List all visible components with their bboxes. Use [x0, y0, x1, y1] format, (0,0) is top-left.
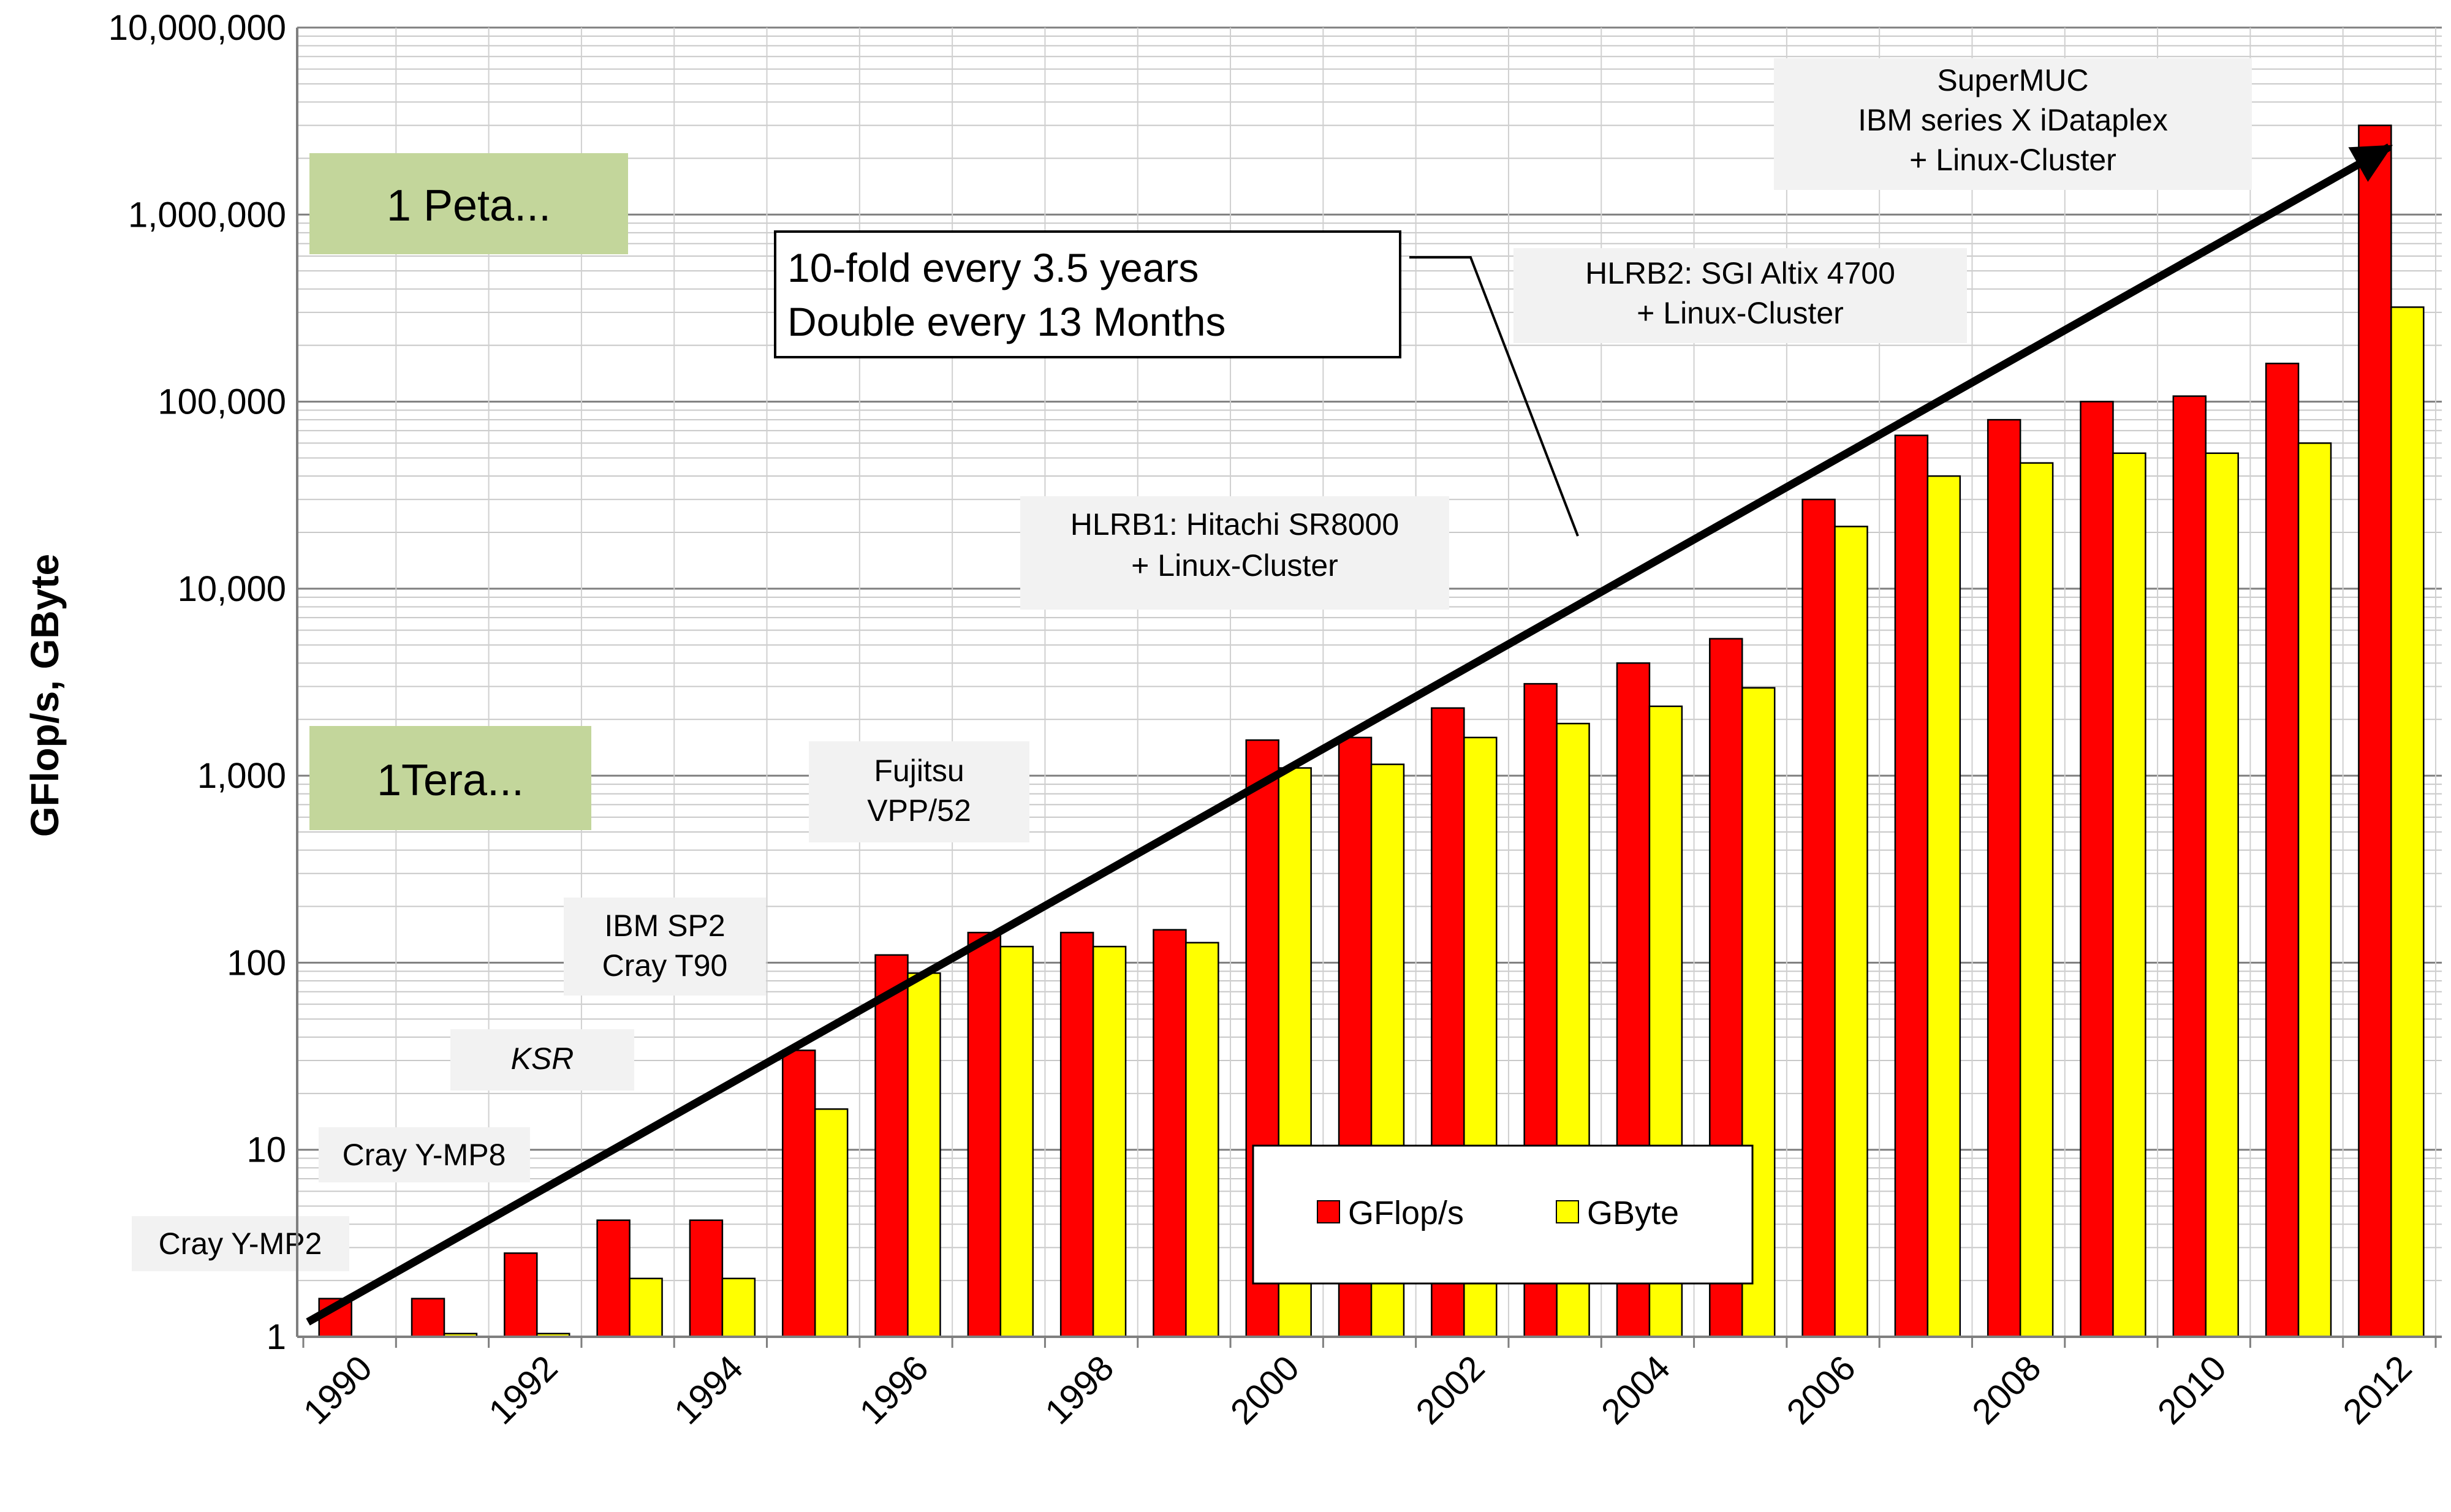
bar-gflops-1999	[1153, 929, 1187, 1338]
bar-gbyte-1999	[1185, 942, 1219, 1338]
bar-gflops-2010	[2172, 395, 2207, 1338]
peta-badge-text: 1 Peta...	[387, 181, 551, 230]
supermuc-label-bg	[1774, 58, 2252, 190]
cray-ymp2-label: Cray Y-MP2	[159, 1227, 322, 1261]
annotation-hlrb1: HLRB1: Hitachi SR8000 + Linux-Cluster	[1020, 496, 1449, 610]
tera-badge-text: 1Tera...	[377, 756, 524, 805]
trend-box-line2: Double every 13 Months	[787, 299, 1226, 344]
y-tick-label: 100	[227, 943, 286, 983]
bar-gbyte-2008	[2019, 462, 2054, 1338]
supermuc-label-line3: + Linux-Cluster	[1909, 143, 2116, 177]
bar-gflops-1993	[596, 1219, 631, 1338]
ibm-sp2-label-line2: Cray T90	[602, 948, 728, 983]
bar-gflops-2011	[2265, 363, 2300, 1338]
bar-gbyte-2006	[1834, 526, 1868, 1338]
y-tick-label: 10,000,000	[108, 8, 286, 48]
tera-badge: 1Tera...	[309, 726, 591, 830]
ksr-label-bg	[450, 1029, 634, 1091]
ksr-label: KSR	[511, 1041, 574, 1076]
y-tick-label: 100,000	[157, 382, 286, 422]
trend-box-frame	[774, 230, 1401, 358]
supermuc-label-line2: IBM series X iDataplex	[1858, 103, 2168, 137]
cray-ymp8-label: Cray Y-MP8	[343, 1138, 506, 1172]
bar-gflops-1991	[411, 1298, 445, 1338]
bar-gflops-2012	[2358, 124, 2392, 1338]
legend-swatch-gbyte	[1556, 1200, 1579, 1223]
trend-box-leader	[1409, 256, 1579, 537]
bar-gflops-2008	[1987, 418, 2021, 1338]
bar-gbyte-1996	[907, 972, 941, 1338]
hlrb2-label-line1: HLRB2: SGI Altix 4700	[1585, 256, 1895, 290]
bar-gbyte-2012	[2390, 306, 2425, 1338]
bar-gflops-2009	[2080, 401, 2114, 1338]
bar-gbyte-2011	[2297, 442, 2332, 1338]
y-tick-labels: 1 10 100 1,000 10,000 100,000 1,000,000 10,000,…	[108, 8, 286, 1357]
hlrb1-label-line2: + Linux-Cluster	[1131, 548, 1338, 583]
bar-gbyte-1995	[814, 1108, 849, 1338]
fujitsu-label-line1: Fujitsu	[874, 754, 964, 788]
y-tick-label: 1,000,000	[128, 195, 286, 235]
bar-gbyte-2010	[2205, 452, 2239, 1338]
y-tick-label: 1,000	[197, 756, 286, 796]
bar-gflops-1998	[1059, 931, 1094, 1338]
trend-arrow	[306, 143, 2393, 1326]
trend-box-line1: 10-fold every 3.5 years	[787, 245, 1199, 290]
hlrb1-label-bg	[1020, 496, 1449, 610]
ibm-sp2-label-bg	[564, 898, 766, 996]
bar-gbyte-1997	[999, 945, 1034, 1338]
peta-badge: 1 Peta...	[309, 153, 628, 254]
annotation-ksr: KSR	[450, 1029, 634, 1091]
supermuc-label-line1: SuperMUC	[1937, 63, 2088, 97]
bar-gflops-1994	[689, 1219, 724, 1338]
bar-gbyte-1994	[721, 1277, 756, 1338]
bar-gflops-1992	[504, 1252, 538, 1338]
ibm-sp2-label-line1: IBM SP2	[604, 909, 725, 943]
bar-gbyte-2009	[2112, 452, 2146, 1338]
legend-label-gflops: GFlop/s	[1348, 1195, 1464, 1231]
legend: GFlop/s GByte	[1252, 1144, 1754, 1285]
fujitsu-label-bg	[809, 741, 1029, 842]
cray-ymp8-label-bg	[319, 1127, 530, 1182]
tera-badge-bg	[309, 726, 591, 830]
bar-gbyte-2007	[1926, 475, 1961, 1338]
bar-gbyte-1993	[629, 1277, 663, 1338]
hlrb2-label-line2: + Linux-Cluster	[1637, 296, 1844, 330]
legend-swatch-gflops	[1317, 1200, 1340, 1223]
bar-gflops-1996	[874, 954, 909, 1338]
hlrb1-label-line1: HLRB1: Hitachi SR8000	[1070, 507, 1399, 542]
annotation-cray-ymp2: Cray Y-MP2	[132, 1216, 349, 1271]
y-tick-label: 10	[246, 1130, 286, 1170]
bar-gflops-1997	[967, 931, 1002, 1338]
cray-ymp2-label-bg	[132, 1216, 349, 1271]
bar-gflops-1995	[781, 1049, 816, 1338]
y-axis-label: GFlop/s, GByte	[23, 554, 67, 837]
annotation-cray-ymp8: Cray Y-MP8	[319, 1127, 530, 1182]
annotation-supermuc: SuperMUC IBM series X iDataplex + Linux-…	[1774, 58, 2252, 190]
hlrb2-label-bg	[1513, 248, 1967, 343]
fujitsu-label-line2: VPP/52	[867, 793, 971, 828]
legend-label-gbyte: GByte	[1587, 1195, 1679, 1231]
annotation-ibm-sp2: IBM SP2 Cray T90	[564, 898, 766, 996]
y-tick-label: 10,000	[178, 569, 286, 609]
peta-badge-bg	[309, 153, 628, 254]
annotation-fujitsu: Fujitsu VPP/52	[809, 741, 1029, 842]
bar-gflops-2006	[1801, 498, 1836, 1338]
trend-box: 10-fold every 3.5 years Double every 13 …	[774, 230, 1401, 358]
annotation-hlrb2: HLRB2: SGI Altix 4700 + Linux-Cluster	[1513, 248, 1967, 343]
bar-gflops-2007	[1894, 434, 1929, 1338]
bar-gbyte-1998	[1092, 945, 1127, 1338]
y-tick-label: 1	[267, 1317, 286, 1357]
